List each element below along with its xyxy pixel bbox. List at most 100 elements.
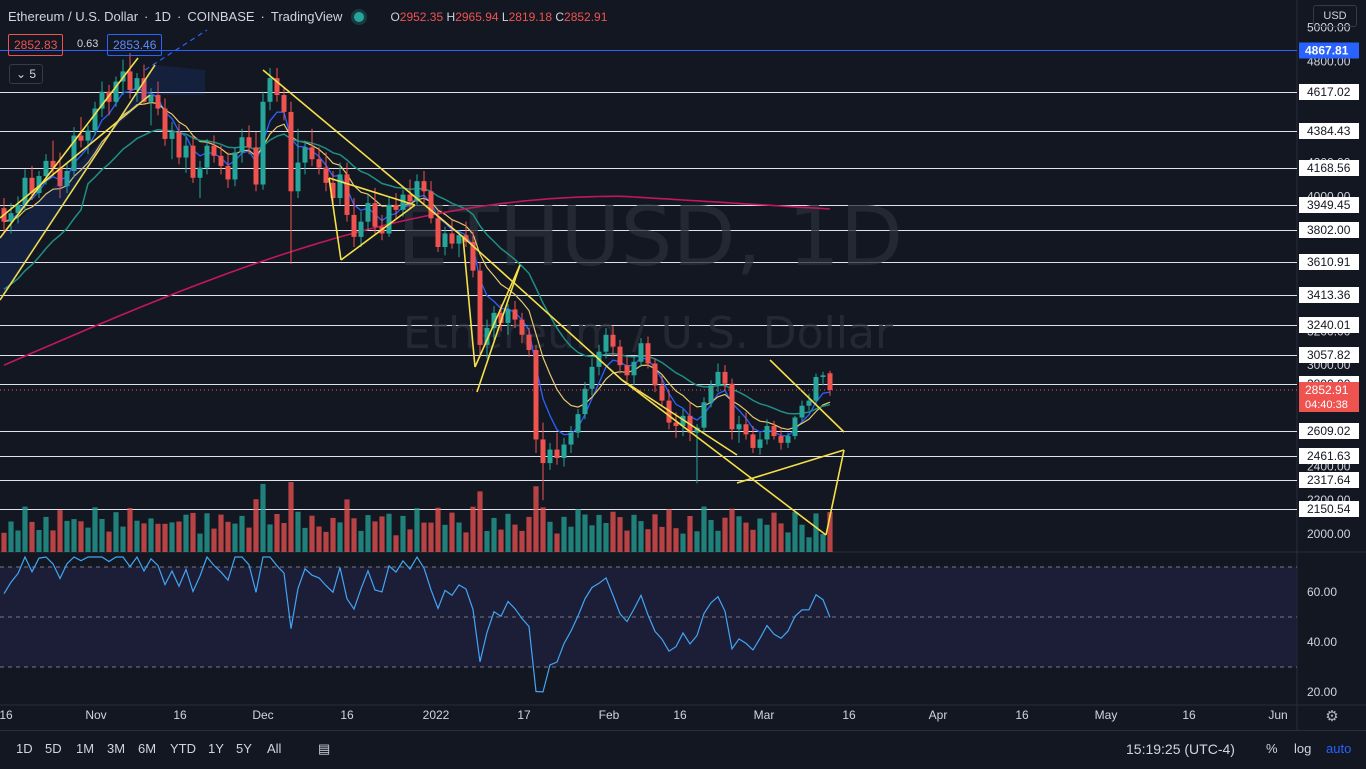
candle-body[interactable] [15,204,21,214]
candle-body[interactable] [225,165,231,180]
candle-body[interactable] [610,334,616,347]
candle-body[interactable] [274,78,280,96]
candle-body[interactable] [232,152,238,180]
candle-body[interactable] [162,108,168,139]
candle-body[interactable] [211,145,217,156]
trendline[interactable] [736,449,845,484]
candle-body[interactable] [512,309,518,320]
settings-gear-icon[interactable]: ⚙ [1325,707,1338,725]
candle-body[interactable] [71,135,77,172]
candle-body[interactable] [400,194,406,210]
candle-body[interactable] [176,132,182,158]
candle-body[interactable] [491,312,497,329]
candle-body[interactable] [631,361,637,376]
auto-scale-toggle[interactable]: auto [1326,741,1352,756]
candle-body[interactable] [43,160,49,177]
candle-body[interactable] [799,405,805,418]
candle-body[interactable] [316,159,322,168]
buy-price-button[interactable]: 2853.46 [107,34,163,56]
percent-scale-toggle[interactable]: % [1266,741,1278,756]
candle-body[interactable] [169,132,175,139]
candle-body[interactable] [239,137,245,153]
candle-body[interactable] [764,425,770,440]
candle-body[interactable] [638,343,644,362]
candle-body[interactable] [351,214,357,237]
candle-body[interactable] [757,439,763,448]
trendline[interactable] [621,379,827,536]
candle-body[interactable] [561,444,567,459]
candle-body[interactable] [288,111,294,192]
candle-body[interactable] [64,171,70,187]
candle-body[interactable] [92,108,98,131]
candle-body[interactable] [197,167,203,178]
candle-body[interactable] [428,191,434,219]
candle-body[interactable] [547,449,553,464]
trendline[interactable] [621,379,738,456]
candle-body[interactable] [505,309,511,323]
candle-body[interactable] [435,218,441,247]
candle-body[interactable] [337,174,343,199]
range-button-5d[interactable]: 5D [45,741,62,756]
candle-body[interactable] [414,181,420,202]
candle-body[interactable] [442,233,448,247]
candle-body[interactable] [8,213,14,222]
candle-body[interactable] [407,194,413,202]
trendline[interactable] [0,94,151,219]
candle-body[interactable] [778,436,784,443]
range-button-3m[interactable]: 3M [107,741,126,756]
candle-body[interactable] [99,91,105,109]
candle-body[interactable] [736,424,742,430]
candle-body[interactable] [806,400,812,406]
range-button-1d[interactable]: 1D [16,741,33,756]
candle-body[interactable] [582,388,588,415]
range-button-1m[interactable]: 1M [76,741,95,756]
candle-body[interactable] [85,130,91,141]
candle-body[interactable] [260,101,266,185]
candle-body[interactable] [155,95,161,109]
trendline[interactable] [825,449,845,536]
candle-body[interactable] [645,343,651,364]
candle-body[interactable] [624,365,630,376]
trendline[interactable] [769,359,845,433]
trendline[interactable] [474,264,521,368]
candle-body[interactable] [36,176,42,193]
candle-body[interactable] [22,177,28,205]
candle-body[interactable] [540,439,546,464]
candle-body[interactable] [323,167,329,183]
candle-body[interactable] [386,204,392,234]
candle-body[interactable] [470,241,476,271]
sell-price-button[interactable]: 2852.83 [8,34,64,56]
candle-body[interactable] [456,235,462,244]
candle-body[interactable] [673,422,679,426]
candle-body[interactable] [652,363,658,386]
candle-body[interactable] [309,147,315,160]
candle-body[interactable] [498,312,504,323]
candle-body[interactable] [659,385,665,401]
candle-body[interactable] [113,81,119,102]
candle-body[interactable] [29,177,35,193]
trendline[interactable] [328,177,416,206]
candle-body[interactable] [575,414,581,433]
chart-legend[interactable]: Ethereum / U.S. Dollar · 1D · COINBASE ·… [8,9,608,24]
candle-body[interactable] [218,155,224,166]
candle-body[interactable] [722,371,728,384]
candle-body[interactable] [463,235,469,242]
candle-body[interactable] [344,174,350,215]
candle-body[interactable] [393,204,399,210]
candle-body[interactable] [617,346,623,366]
candle-body[interactable] [358,221,364,237]
trendline[interactable] [462,236,476,368]
candle-body[interactable] [295,162,301,192]
candle-body[interactable] [750,434,756,448]
candle-body[interactable] [554,449,560,459]
candle-body[interactable] [477,270,483,345]
candle-body[interactable] [50,160,56,168]
candle-body[interactable] [302,147,308,163]
candle-body[interactable] [715,371,721,386]
range-button-6m[interactable]: 6M [138,741,157,756]
indicators-collapse-button[interactable]: ⌄ 5 [9,64,44,84]
trendline[interactable] [462,236,623,381]
range-button-1y[interactable]: 1Y [208,741,224,756]
candle-body[interactable] [141,78,147,102]
